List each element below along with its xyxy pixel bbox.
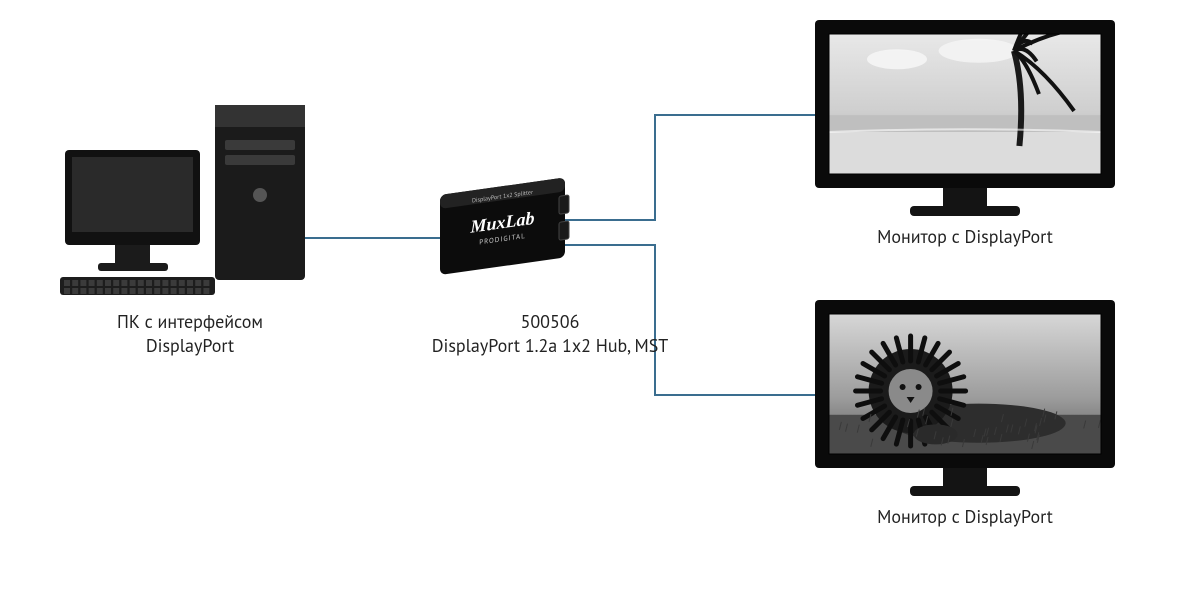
monitor1-label: Монитор с DisplayPort — [815, 225, 1115, 249]
monitor-node — [815, 0, 1115, 216]
monitor2-label: Монитор с DisplayPort — [815, 505, 1115, 529]
wire — [565, 115, 815, 220]
monitor-node — [815, 300, 1115, 496]
pc-label: ПК с интерфейсомDisplayPort — [65, 310, 315, 359]
hub-label: 500506DisplayPort 1.2a 1x2 Hub, MST — [400, 310, 700, 359]
pc-node — [60, 105, 305, 295]
hub-node: DisplayPort 1x2 SplitterMuxLabPRODIGITAL — [440, 177, 569, 275]
